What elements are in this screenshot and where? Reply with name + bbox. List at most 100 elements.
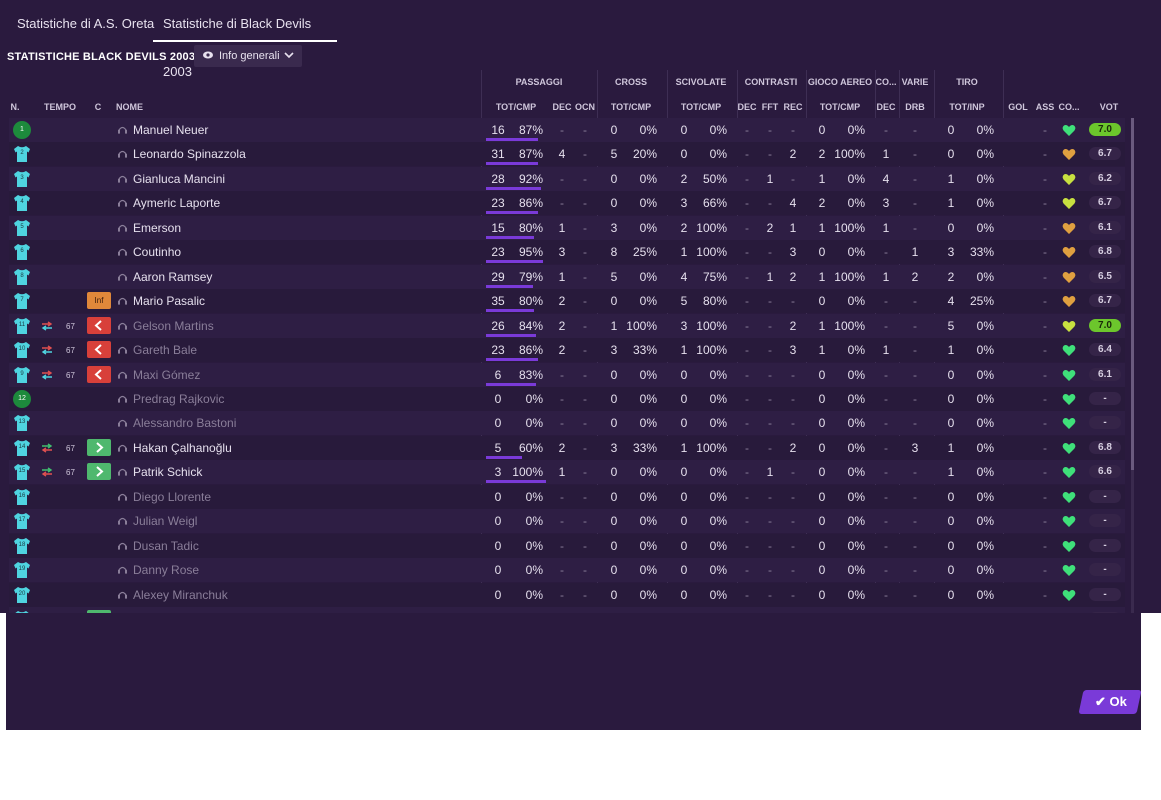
column-header-cross-totcmp[interactable]: TOT/CMP (610, 102, 652, 112)
substituted-in-badge[interactable] (87, 439, 111, 456)
player-row[interactable] (9, 142, 1125, 166)
player-name[interactable]: Gareth Bale (133, 343, 198, 357)
player-row[interactable] (9, 265, 1125, 289)
player-row[interactable] (9, 314, 1125, 338)
stat-air-tot: 0 (818, 368, 826, 382)
column-header-tiro-totinp[interactable]: TOT/INP (949, 102, 985, 112)
player-name[interactable]: Dusan Tadic (133, 539, 199, 553)
player-row[interactable] (9, 509, 1125, 533)
stat-sh-pct: 25% (969, 294, 994, 308)
player-row[interactable] (9, 460, 1125, 484)
player-name[interactable]: Maxi Gómez (133, 368, 201, 382)
column-header-co-dec[interactable]: DEC (876, 102, 896, 112)
player-row[interactable] (9, 191, 1125, 215)
player-row[interactable] (9, 240, 1125, 264)
column-header-scivolate-totcmp[interactable]: TOT/CMP (680, 102, 722, 112)
player-row[interactable] (9, 216, 1125, 240)
view-dropdown[interactable]: Info generali (194, 45, 302, 67)
stat-co: - (884, 123, 888, 137)
column-header-nome[interactable]: NOME (116, 102, 143, 112)
column-header-pass-ocn[interactable]: OCN (575, 102, 595, 112)
column-header-aereo-totcmp[interactable]: TOT/CMP (819, 102, 861, 112)
player-name[interactable]: Danny Rose (133, 563, 200, 577)
player-row[interactable] (9, 338, 1125, 362)
scrollbar-thumb[interactable] (1131, 118, 1134, 470)
column-header-contrasti-rec[interactable]: REC (783, 102, 803, 112)
column-header-contrasti-dec[interactable]: DEC (737, 102, 757, 112)
stat-ct-fft: - (768, 416, 772, 430)
player-row[interactable] (9, 558, 1125, 582)
player-name[interactable]: Julian Weigl (133, 514, 198, 528)
player-rating: 6.8 (1089, 441, 1121, 454)
column-header-ass[interactable]: ASS (1035, 102, 1055, 112)
stat-pass-ocn: - (583, 368, 587, 382)
right-edge (1141, 0, 1161, 613)
column-header-vot[interactable]: VOT (1099, 102, 1119, 112)
player-name[interactable]: Mario Pasalic (133, 294, 206, 308)
stat-cross-pct: 0% (639, 563, 657, 577)
player-row[interactable] (9, 534, 1125, 558)
stat-tk-tot: 3 (680, 319, 688, 333)
stat-air-tot: 1 (818, 270, 826, 284)
stat-air-tot: 1 (818, 172, 826, 186)
player-name[interactable]: Manuel Neuer (133, 123, 209, 137)
player-row[interactable] (9, 167, 1125, 191)
stat-cross-tot: 0 (610, 490, 618, 504)
chevron-right-icon (96, 466, 104, 477)
player-name[interactable]: Leonardo Spinazzola (133, 147, 246, 161)
player-name[interactable]: Hakan Çalhanoğlu (133, 441, 232, 455)
player-name[interactable]: Gelson Martins (133, 319, 214, 333)
ok-button[interactable]: ✔ Ok (1078, 690, 1142, 714)
player-row[interactable] (9, 387, 1125, 411)
stat-tk-pct: 80% (702, 294, 727, 308)
column-header-contrasti-fft[interactable]: FFT (761, 102, 779, 112)
column-header-pass-totcmp[interactable]: TOT/CMP (495, 102, 537, 112)
player-name[interactable]: Predrag Rajkovic (133, 392, 225, 406)
column-header-varie-drb[interactable]: DRB (905, 102, 925, 112)
player-name[interactable]: Patrik Schick (133, 465, 203, 479)
player-name[interactable]: Aymeric Laporte (133, 196, 221, 210)
pass-completion-bar (486, 309, 534, 312)
column-header-c[interactable]: C (94, 102, 102, 112)
column-header-tempo[interactable]: TEMPO (43, 102, 76, 112)
shirt-icon (14, 587, 30, 603)
player-name[interactable]: Alexey Miranchuk (133, 588, 228, 602)
tab-oreta-stats[interactable]: Statistiche di A.S. Oreta (17, 16, 155, 31)
player-name[interactable]: Aaron Ramsey (133, 270, 213, 284)
shirt-number: 10 (18, 346, 26, 352)
substituted-out-badge[interactable] (87, 366, 111, 383)
player-row[interactable] (9, 436, 1125, 460)
shirt-number: 20 (18, 591, 26, 597)
player-row[interactable] (9, 118, 1125, 142)
player-row[interactable] (9, 363, 1125, 387)
condition-heart-icon (1062, 370, 1076, 381)
player-row[interactable] (9, 485, 1125, 509)
stat-pass-pct: 92% (518, 172, 543, 186)
stat-tk-pct: 0% (709, 392, 727, 406)
player-row[interactable] (9, 583, 1125, 607)
substituted-out-badge[interactable] (87, 317, 111, 334)
shirt-number: 14 (18, 444, 26, 450)
column-header-gol[interactable]: GOL (1008, 102, 1028, 112)
player-name[interactable]: Alessandro Bastoni (133, 416, 237, 430)
substituted-in-badge[interactable] (87, 463, 111, 480)
pass-completion-bar (486, 260, 543, 263)
shirt-icon (14, 269, 30, 285)
column-header-co[interactable]: CO... (1058, 102, 1080, 112)
player-name[interactable]: Gianluca Mancini (133, 172, 226, 186)
column-header-pass-dec[interactable]: DEC (552, 102, 572, 112)
stat-tk-pct: 0% (709, 588, 727, 602)
pass-completion-bar (486, 162, 538, 165)
person-icon (118, 371, 127, 379)
player-name[interactable]: Diego Llorente (133, 490, 212, 504)
tab-black-devils-stats[interactable]: Statistiche di Black Devils 2003 (153, 0, 337, 79)
player-name[interactable]: Emerson (133, 221, 182, 235)
player-row[interactable] (9, 411, 1125, 435)
stat-cross-tot: 5 (610, 147, 618, 161)
substituted-out-badge[interactable] (87, 341, 111, 358)
player-row[interactable] (9, 289, 1125, 313)
injury-badge[interactable]: Inf (87, 292, 111, 309)
player-name[interactable]: Coutinho (133, 245, 182, 259)
stat-pass-tot: 31 (491, 147, 505, 161)
column-header-num[interactable]: N. (10, 102, 20, 112)
